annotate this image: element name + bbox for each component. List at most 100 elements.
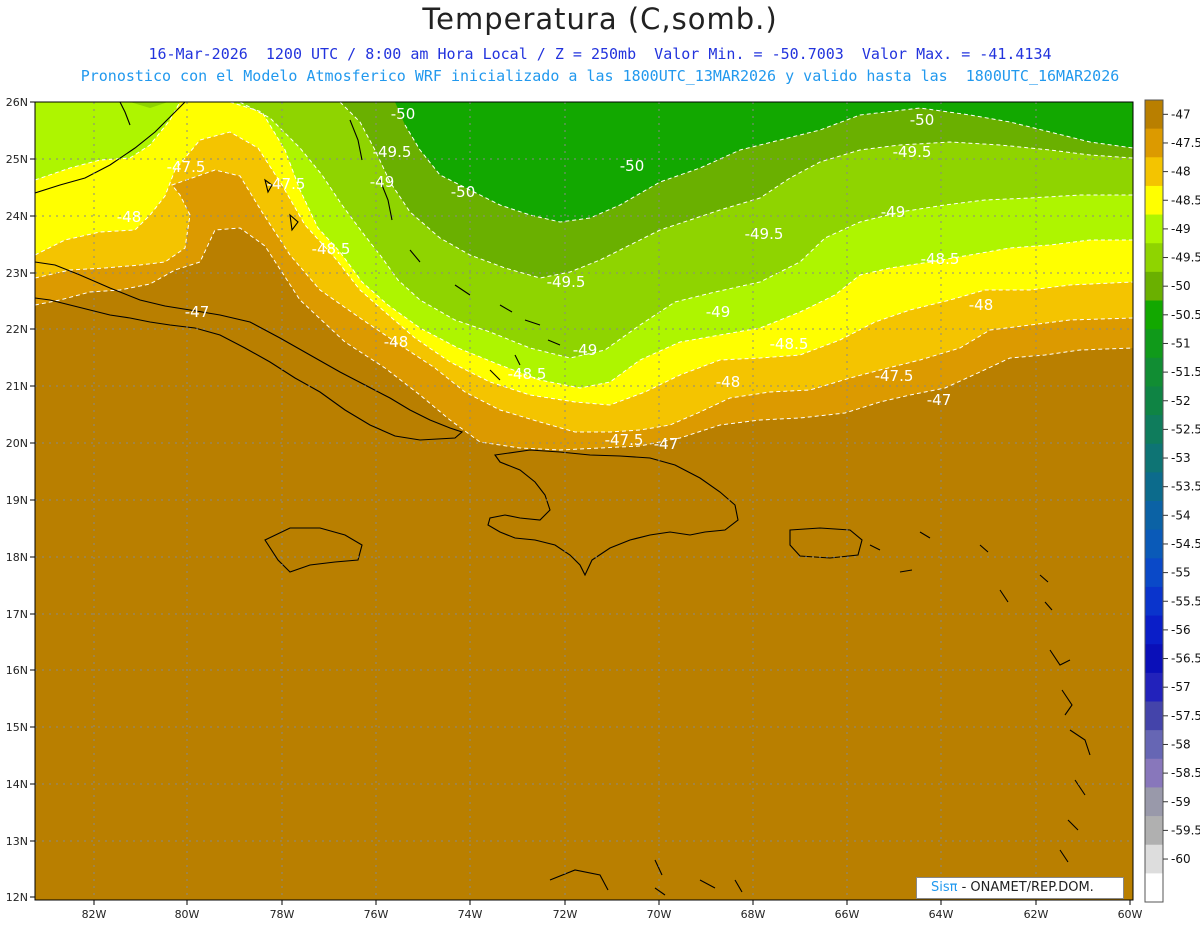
contour-label: -47 — [185, 303, 210, 321]
contour-line — [35, 169, 1133, 433]
contour-line — [35, 227, 1133, 451]
colorbar-swatch — [1145, 300, 1163, 330]
south-american-coast — [549, 859, 743, 896]
longitude-label: 72W — [553, 908, 578, 921]
colorbar-swatch — [1145, 472, 1163, 502]
cuba-coast — [35, 261, 464, 441]
colorbar-swatch — [1145, 787, 1163, 817]
colorbar-swatch — [1145, 758, 1163, 788]
colorbar-swatch — [1145, 873, 1163, 903]
longitude-label: 70W — [647, 908, 672, 921]
latitude-label: 20N — [6, 437, 28, 450]
contour-label-layer: -50 -49.5 -47.5 -49 -50 -50 -48 -47.5 -48.5 -49.5… — [117, 105, 994, 453]
contour-line — [35, 102, 1133, 389]
colorbar-label: -55 — [1171, 566, 1191, 580]
longitude-label: 62W — [1024, 908, 1049, 921]
colorbar-label: -57 — [1171, 680, 1191, 694]
colorbar-swatch — [1145, 529, 1163, 559]
colorbar-swatch — [1145, 243, 1163, 273]
contour-line — [339, 102, 1133, 279]
longitude-label: 68W — [741, 908, 766, 921]
contour-label: -48 — [117, 208, 142, 226]
colorbar-label: -52 — [1171, 394, 1191, 408]
colorbar: -47 -47.5 -48 -48.5 -49 -49.5 -50 -50.5 -51 -51.5… — [1144, 99, 1200, 903]
colorbar-label: -55.5 — [1171, 594, 1200, 608]
colorbar-label: -49 — [1171, 222, 1191, 236]
latitude-label: 23N — [6, 267, 28, 280]
colorbar-label: -54.5 — [1171, 537, 1200, 551]
colorbar-label: -49.5 — [1171, 251, 1200, 265]
contour-label: -48 — [716, 373, 741, 391]
colorbar-label: -56 — [1171, 623, 1191, 637]
colorbar-frame — [1144, 99, 1164, 903]
colorbar-swatch — [1145, 615, 1163, 645]
contour-line — [404, 107, 1133, 223]
contour-label: -49.5 — [745, 225, 784, 243]
bahamas-islands — [264, 119, 561, 381]
latitude-label: 15N — [6, 721, 28, 734]
longitude-axis: 82W 80W 78W 76W 74W 72W 70W 68W 66W 64W 62W 60W — [82, 900, 1143, 921]
colorbar-label: -59.5 — [1171, 823, 1200, 837]
contour-label: -49.5 — [893, 143, 932, 161]
contour-label: -48 — [969, 296, 994, 314]
colorbar-label: -53.5 — [1171, 480, 1200, 494]
colorbar-swatch — [1145, 586, 1163, 617]
contour-label: -50 — [620, 157, 645, 175]
colorbar-swatch — [1145, 214, 1163, 244]
contour-label: -47.5 — [605, 431, 644, 449]
colorbar-swatch — [1145, 357, 1163, 387]
latitude-label: 26N — [6, 96, 28, 109]
longitude-label: 82W — [82, 908, 107, 921]
colorbar-swatch — [1145, 701, 1163, 731]
longitude-label: 60W — [1118, 908, 1143, 921]
puerto-rico-coast — [789, 527, 863, 559]
contour-label: -49 — [881, 203, 906, 221]
contour-label: -48.5 — [770, 335, 809, 353]
map-plot-area — [35, 102, 1133, 900]
contour-line — [239, 102, 1133, 359]
colorbar-swatch — [1145, 185, 1163, 216]
contour-label: -49 — [370, 173, 395, 191]
colorbar-label: -60 — [1171, 852, 1191, 866]
contour-label: -50 — [391, 105, 416, 123]
latitude-label: 16N — [6, 664, 28, 677]
colorbar-label: -48 — [1171, 165, 1191, 179]
colorbar-swatch — [1145, 128, 1163, 158]
credit-organization: - ONAMET/REP.DOM. — [957, 880, 1094, 895]
colorbar-label: -50 — [1171, 279, 1191, 293]
latitude-label: 19N — [6, 494, 28, 507]
band-minus-50-5 — [395, 102, 1133, 222]
colorbar-label: -58.5 — [1171, 766, 1200, 780]
contour-label: -47.5 — [267, 175, 306, 193]
colorbar-swatch — [1145, 271, 1163, 301]
hispaniola-coast — [487, 449, 739, 577]
longitude-label: 78W — [270, 908, 295, 921]
graticule — [35, 102, 1133, 900]
contour-label: -49.5 — [373, 143, 412, 161]
colorbar-label: -52.5 — [1171, 422, 1200, 436]
contour-label: -50 — [451, 183, 476, 201]
contour-label: -49 — [706, 303, 731, 321]
colorbar-swatch — [1145, 844, 1163, 874]
contour-label: -48.5 — [508, 365, 547, 383]
latitude-axis: 26N 25N 24N 23N 22N 21N 20N 19N 18N 17N 16N 15N 14N 1… — [6, 96, 35, 904]
longitude-label: 76W — [364, 908, 389, 921]
colorbar-label: -51.5 — [1171, 365, 1200, 379]
contour-label: -50 — [910, 111, 935, 129]
colorbar-label: -50.5 — [1171, 308, 1200, 322]
latitude-label: 13N — [6, 835, 28, 848]
contour-label: -49.5 — [547, 273, 586, 291]
latitude-label: 21N — [6, 380, 28, 393]
latitude-label: 17N — [6, 608, 28, 621]
contour-label: -47 — [927, 391, 952, 409]
colorbar-swatch — [1145, 644, 1163, 674]
colorbar-swatch — [1145, 672, 1163, 702]
longitude-label: 66W — [835, 908, 860, 921]
contour-label: -47.5 — [875, 367, 914, 385]
colorbar-swatch — [1145, 816, 1163, 846]
longitude-label: 80W — [175, 908, 200, 921]
colorbar-swatch — [1145, 100, 1163, 130]
colorbar-swatch — [1145, 730, 1163, 760]
coastlines — [35, 102, 1091, 896]
